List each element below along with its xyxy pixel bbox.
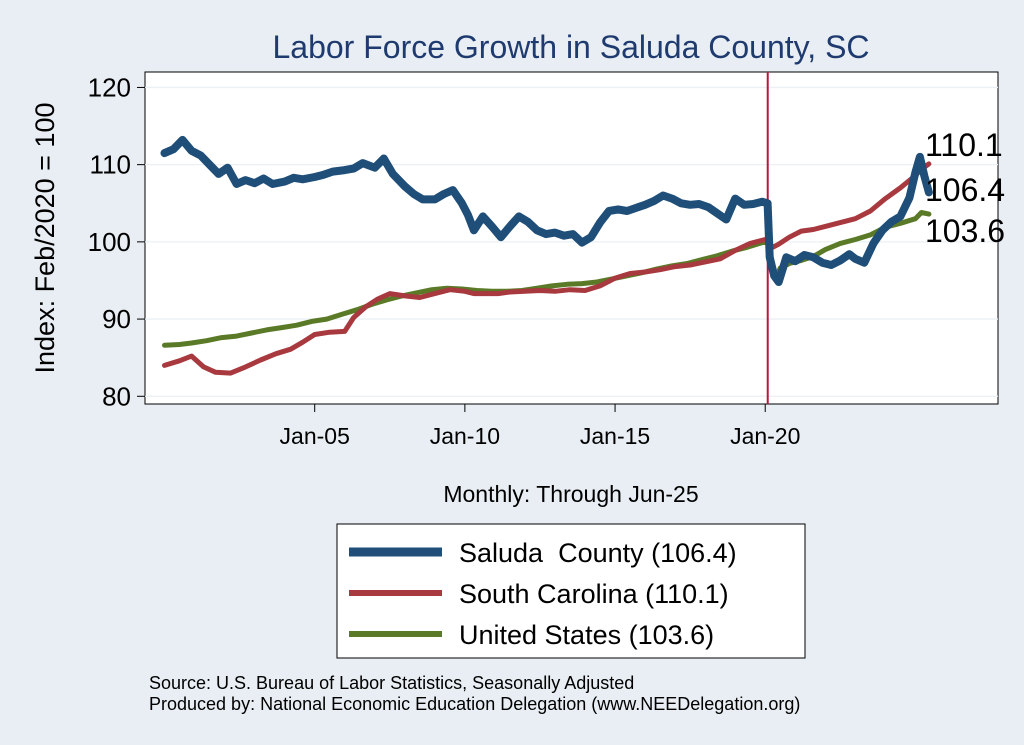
y-axis-label: Index: Feb/2020 = 100	[30, 103, 60, 374]
grid-lines	[145, 86, 998, 397]
x-tick-label: Jan-10	[430, 423, 500, 449]
x-tick-label: Jan-15	[580, 423, 650, 449]
series-line-saluda	[160, 135, 933, 286]
y-tick-label: 120	[88, 72, 131, 102]
end-label-saluda: 106.4	[925, 172, 1005, 208]
legend-label-saluda: Saluda County (106.4)	[459, 538, 737, 568]
series-layer	[160, 135, 933, 376]
source-note: Source: U.S. Bureau of Labor Statistics,…	[149, 673, 634, 693]
produced-by-note: Produced by: National Economic Education…	[149, 694, 800, 714]
series-line-south-carolina	[162, 161, 932, 376]
legend-label-united-states: United States (103.6)	[459, 620, 714, 650]
x-axis: Jan-05 Jan-10 Jan-15 Jan-20	[280, 404, 800, 449]
y-tick-label: 110	[90, 150, 131, 180]
y-tick-label: 90	[102, 304, 131, 334]
end-labels: 110.1 106.4 103.6	[925, 127, 1005, 249]
y-tick-label: 80	[102, 381, 131, 411]
end-label-south-carolina: 110.1	[925, 127, 1003, 163]
x-axis-label: Monthly: Through Jun-25	[443, 481, 698, 507]
legend-label-south-carolina: South Carolina (110.1)	[459, 579, 729, 609]
chart-title: Labor Force Growth in Saluda County, SC	[272, 29, 869, 65]
y-tick-label: 100	[88, 227, 131, 257]
x-tick-label: Jan-05	[280, 423, 350, 449]
x-tick-label: Jan-20	[730, 423, 800, 449]
y-axis: 80 90 100 110 120	[88, 72, 145, 411]
end-label-united-states: 103.6	[925, 213, 1005, 249]
legend: Saluda County (106.4) South Carolina (11…	[336, 523, 806, 659]
